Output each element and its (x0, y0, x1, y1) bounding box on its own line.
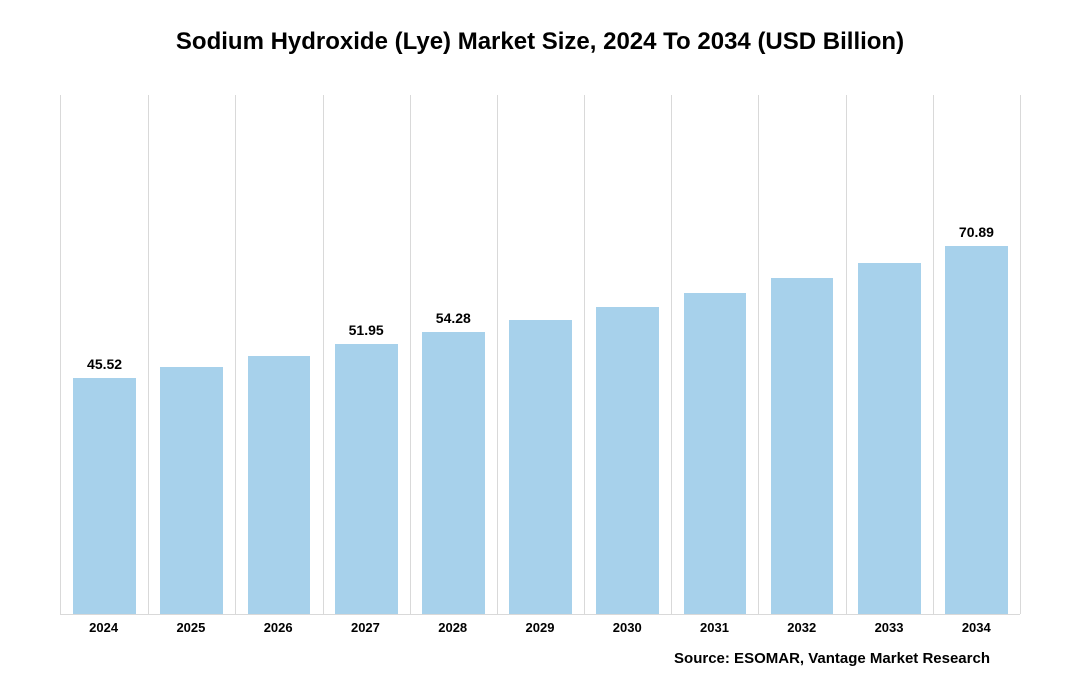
x-axis-label: 2024 (60, 620, 147, 635)
bar-slot (235, 95, 322, 614)
bar-slot (846, 95, 933, 614)
x-axis-labels: 2024202520262027202820292030203120322033… (60, 620, 1020, 635)
gridline (1020, 95, 1021, 614)
x-axis-label: 2026 (235, 620, 322, 635)
bar-slot: 51.95 (323, 95, 410, 614)
bar-value-label: 70.89 (959, 224, 994, 240)
bar (160, 367, 223, 614)
bar-value-label: 45.52 (87, 356, 122, 372)
bar-slot (148, 95, 235, 614)
bar-slot (671, 95, 758, 614)
x-axis-label: 2031 (671, 620, 758, 635)
bar-slot (584, 95, 671, 614)
source-attribution: Source: ESOMAR, Vantage Market Research (674, 650, 990, 667)
bar-slot: 70.89 (933, 95, 1020, 614)
plot-area: 45.52 51.95 54.28 70.89 (60, 95, 1020, 615)
bar: 54.28 (422, 332, 485, 614)
bar: 45.52 (73, 378, 136, 614)
bar-value-label: 54.28 (436, 310, 471, 326)
bar (509, 320, 572, 614)
x-axis-label: 2033 (845, 620, 932, 635)
bar (684, 293, 747, 614)
bar: 51.95 (335, 344, 398, 614)
bar (858, 263, 921, 614)
x-axis-label: 2032 (758, 620, 845, 635)
x-axis-label: 2028 (409, 620, 496, 635)
bar-slot (497, 95, 584, 614)
x-axis-label: 2025 (147, 620, 234, 635)
bar-slot: 45.52 (61, 95, 148, 614)
bar (596, 307, 659, 615)
bar: 70.89 (945, 246, 1008, 614)
bar (771, 278, 834, 614)
x-axis-label: 2029 (496, 620, 583, 635)
bar (248, 356, 311, 614)
bar-value-label: 51.95 (349, 322, 384, 338)
x-axis-label: 2034 (933, 620, 1020, 635)
x-axis-label: 2027 (322, 620, 409, 635)
bar-slot (759, 95, 846, 614)
bars-container: 45.52 51.95 54.28 70.89 (61, 95, 1020, 614)
x-axis-label: 2030 (584, 620, 671, 635)
chart-title: Sodium Hydroxide (Lye) Market Size, 2024… (0, 0, 1080, 66)
bar-slot: 54.28 (410, 95, 497, 614)
